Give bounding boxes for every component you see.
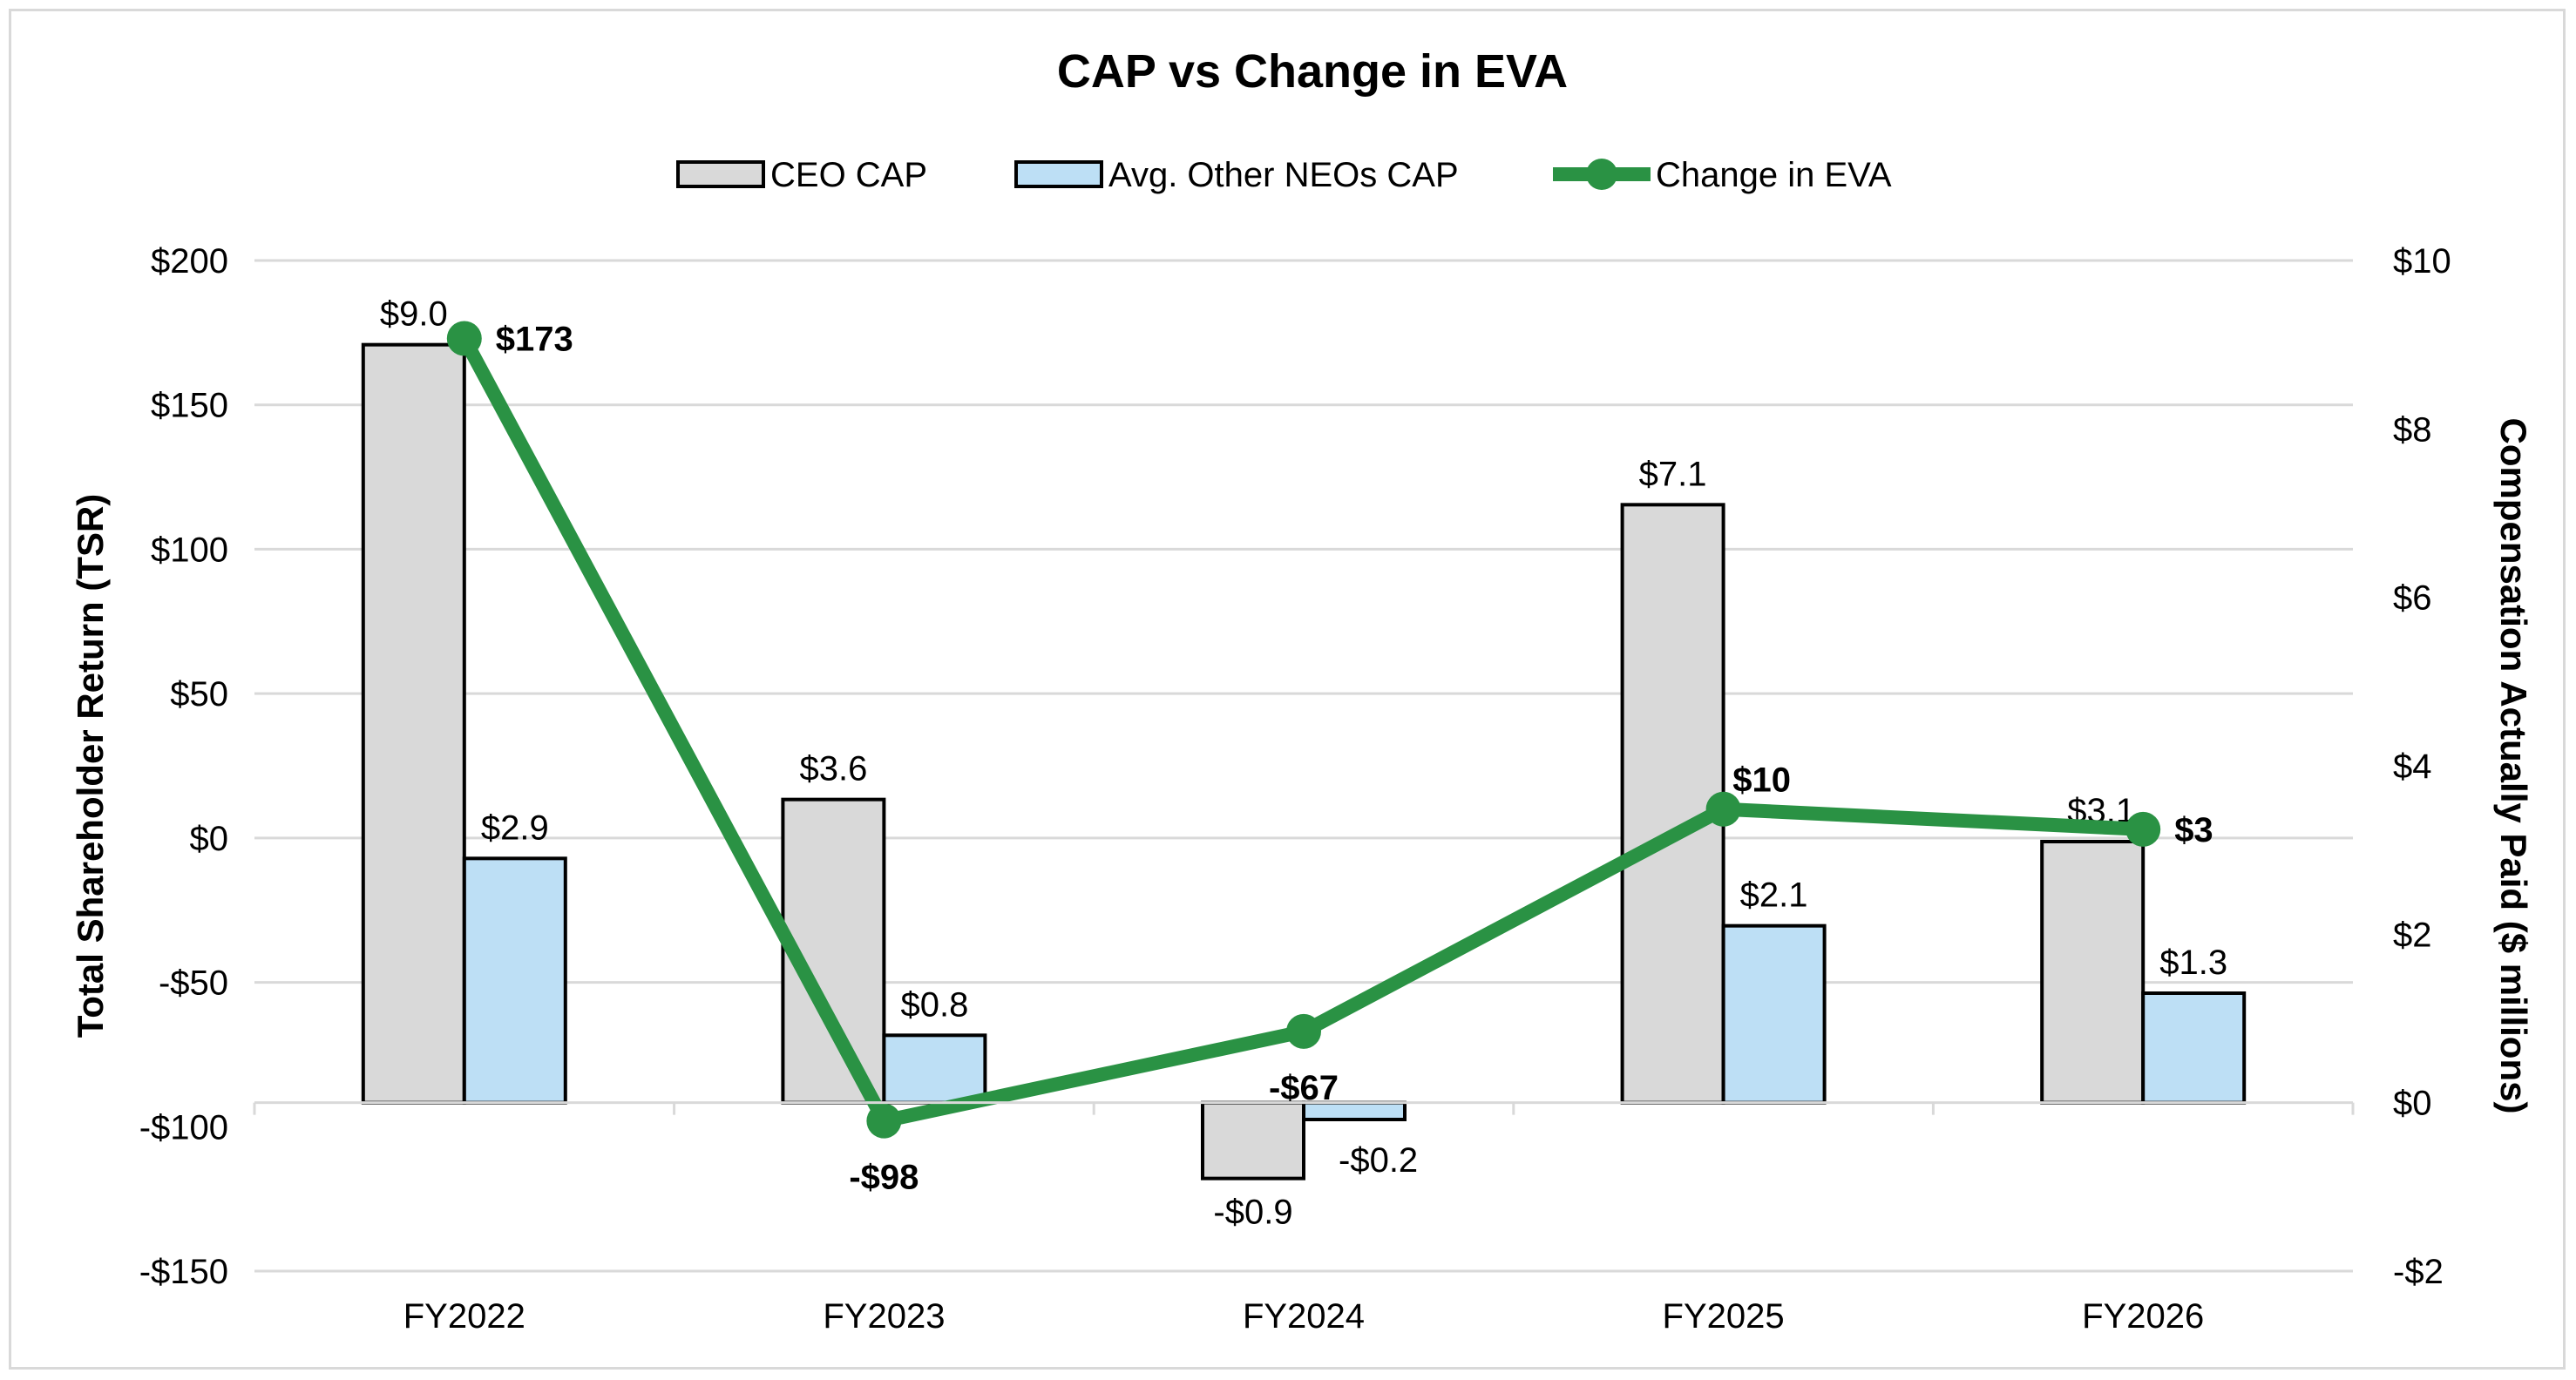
legend-swatch-neo-cap — [1014, 160, 1103, 188]
left-tick-label: $200 — [151, 242, 228, 281]
x-tick-label: FY2026 — [2082, 1297, 2204, 1336]
neo-cap-bar — [1721, 923, 1827, 1105]
legend-swatch-eva-marker — [1586, 159, 1617, 190]
left-tick-label: $100 — [151, 531, 228, 569]
legend-label-neo-cap: Avg. Other NEOs CAP — [1108, 156, 1459, 194]
ceo-cap-data-label: $9.0 — [380, 295, 448, 334]
legend-label-eva: Change in EVA — [1656, 156, 1892, 194]
ceo-cap-bar — [361, 342, 466, 1105]
legend-label-ceo-cap: CEO CAP — [770, 156, 927, 194]
eva-point — [1705, 791, 1741, 827]
right-axis: $10 $8 $6 $4 $2 $0 -$2 Compensation Actually Pa… — [2393, 242, 2534, 1291]
left-tick-label: $150 — [151, 387, 228, 425]
right-tick-label: $2 — [2393, 916, 2432, 954]
eva-line: $173 -$98 -$67 $10 $3 — [446, 320, 2213, 1197]
eva-series-line — [458, 335, 2144, 1128]
eva-data-label: $3 — [2174, 811, 2213, 849]
eva-data-label: $173 — [496, 320, 573, 358]
neo-cap-bar — [462, 856, 567, 1105]
ceo-cap-data-label: $7.1 — [1639, 455, 1707, 493]
right-tick-label: $6 — [2393, 579, 2432, 618]
legend-swatch-ceo-cap — [676, 160, 765, 188]
ceo-cap-data-label: $3.6 — [799, 750, 867, 788]
neo-cap-bar — [882, 1033, 987, 1105]
ceo-cap-bar — [1201, 1100, 1305, 1180]
gridlines — [254, 259, 2353, 1273]
neo-cap-data-label: $2.9 — [481, 808, 549, 847]
left-tick-label: $50 — [170, 675, 228, 714]
eva-point — [2125, 811, 2161, 847]
neo-cap-bar — [2141, 991, 2247, 1105]
left-axis: $200 $150 $100 $50 $0 -$50 -$100 -$150 Total Sha… — [70, 242, 228, 1291]
left-tick-label: -$50 — [159, 964, 228, 1003]
left-tick-label: -$150 — [139, 1253, 228, 1291]
neo-cap-data-label: $0.8 — [900, 985, 968, 1024]
x-tick-label: FY2022 — [403, 1297, 525, 1336]
eva-data-label: -$98 — [849, 1159, 919, 1197]
eva-point — [866, 1103, 902, 1139]
eva-point — [446, 321, 482, 356]
right-tick-label: $10 — [2393, 242, 2451, 281]
right-tick-label: $4 — [2393, 748, 2432, 786]
eva-data-label: -$67 — [1269, 1069, 1339, 1107]
right-tick-label: $0 — [2393, 1085, 2432, 1123]
left-tick-label: $0 — [190, 820, 229, 858]
right-tick-label: $8 — [2393, 410, 2432, 449]
ceo-cap-bar — [2040, 840, 2146, 1105]
ceo-cap-data-label: -$0.9 — [1213, 1194, 1292, 1232]
neo-cap-data-label: -$0.2 — [1339, 1141, 1418, 1180]
right-tick-label: -$2 — [2393, 1253, 2444, 1291]
x-tick-label: FY2023 — [823, 1297, 945, 1336]
x-axis: FY2022 FY2023 FY2024 FY2025 FY2026 — [253, 1101, 2355, 1336]
left-tick-label: -$100 — [139, 1108, 228, 1147]
neo-cap-data-label: $2.1 — [1740, 876, 1808, 915]
neo-cap-data-label: $1.3 — [2159, 944, 2227, 982]
eva-data-label: $10 — [1732, 761, 1791, 800]
right-axis-title: Compensation Actually Paid ($ millions) — [2493, 418, 2534, 1114]
eva-point — [1286, 1013, 1321, 1049]
legend: CEO CAP Avg. Other NEOs CAP Change in EVA — [676, 156, 1892, 194]
chart-title: CAP vs Change in EVA — [1057, 45, 1568, 98]
x-tick-label: FY2024 — [1243, 1297, 1365, 1336]
chart-frame — [9, 9, 2566, 1370]
x-tick-label: FY2025 — [1663, 1297, 1785, 1336]
left-axis-title: Total Shareholder Return (TSR) — [70, 494, 111, 1038]
